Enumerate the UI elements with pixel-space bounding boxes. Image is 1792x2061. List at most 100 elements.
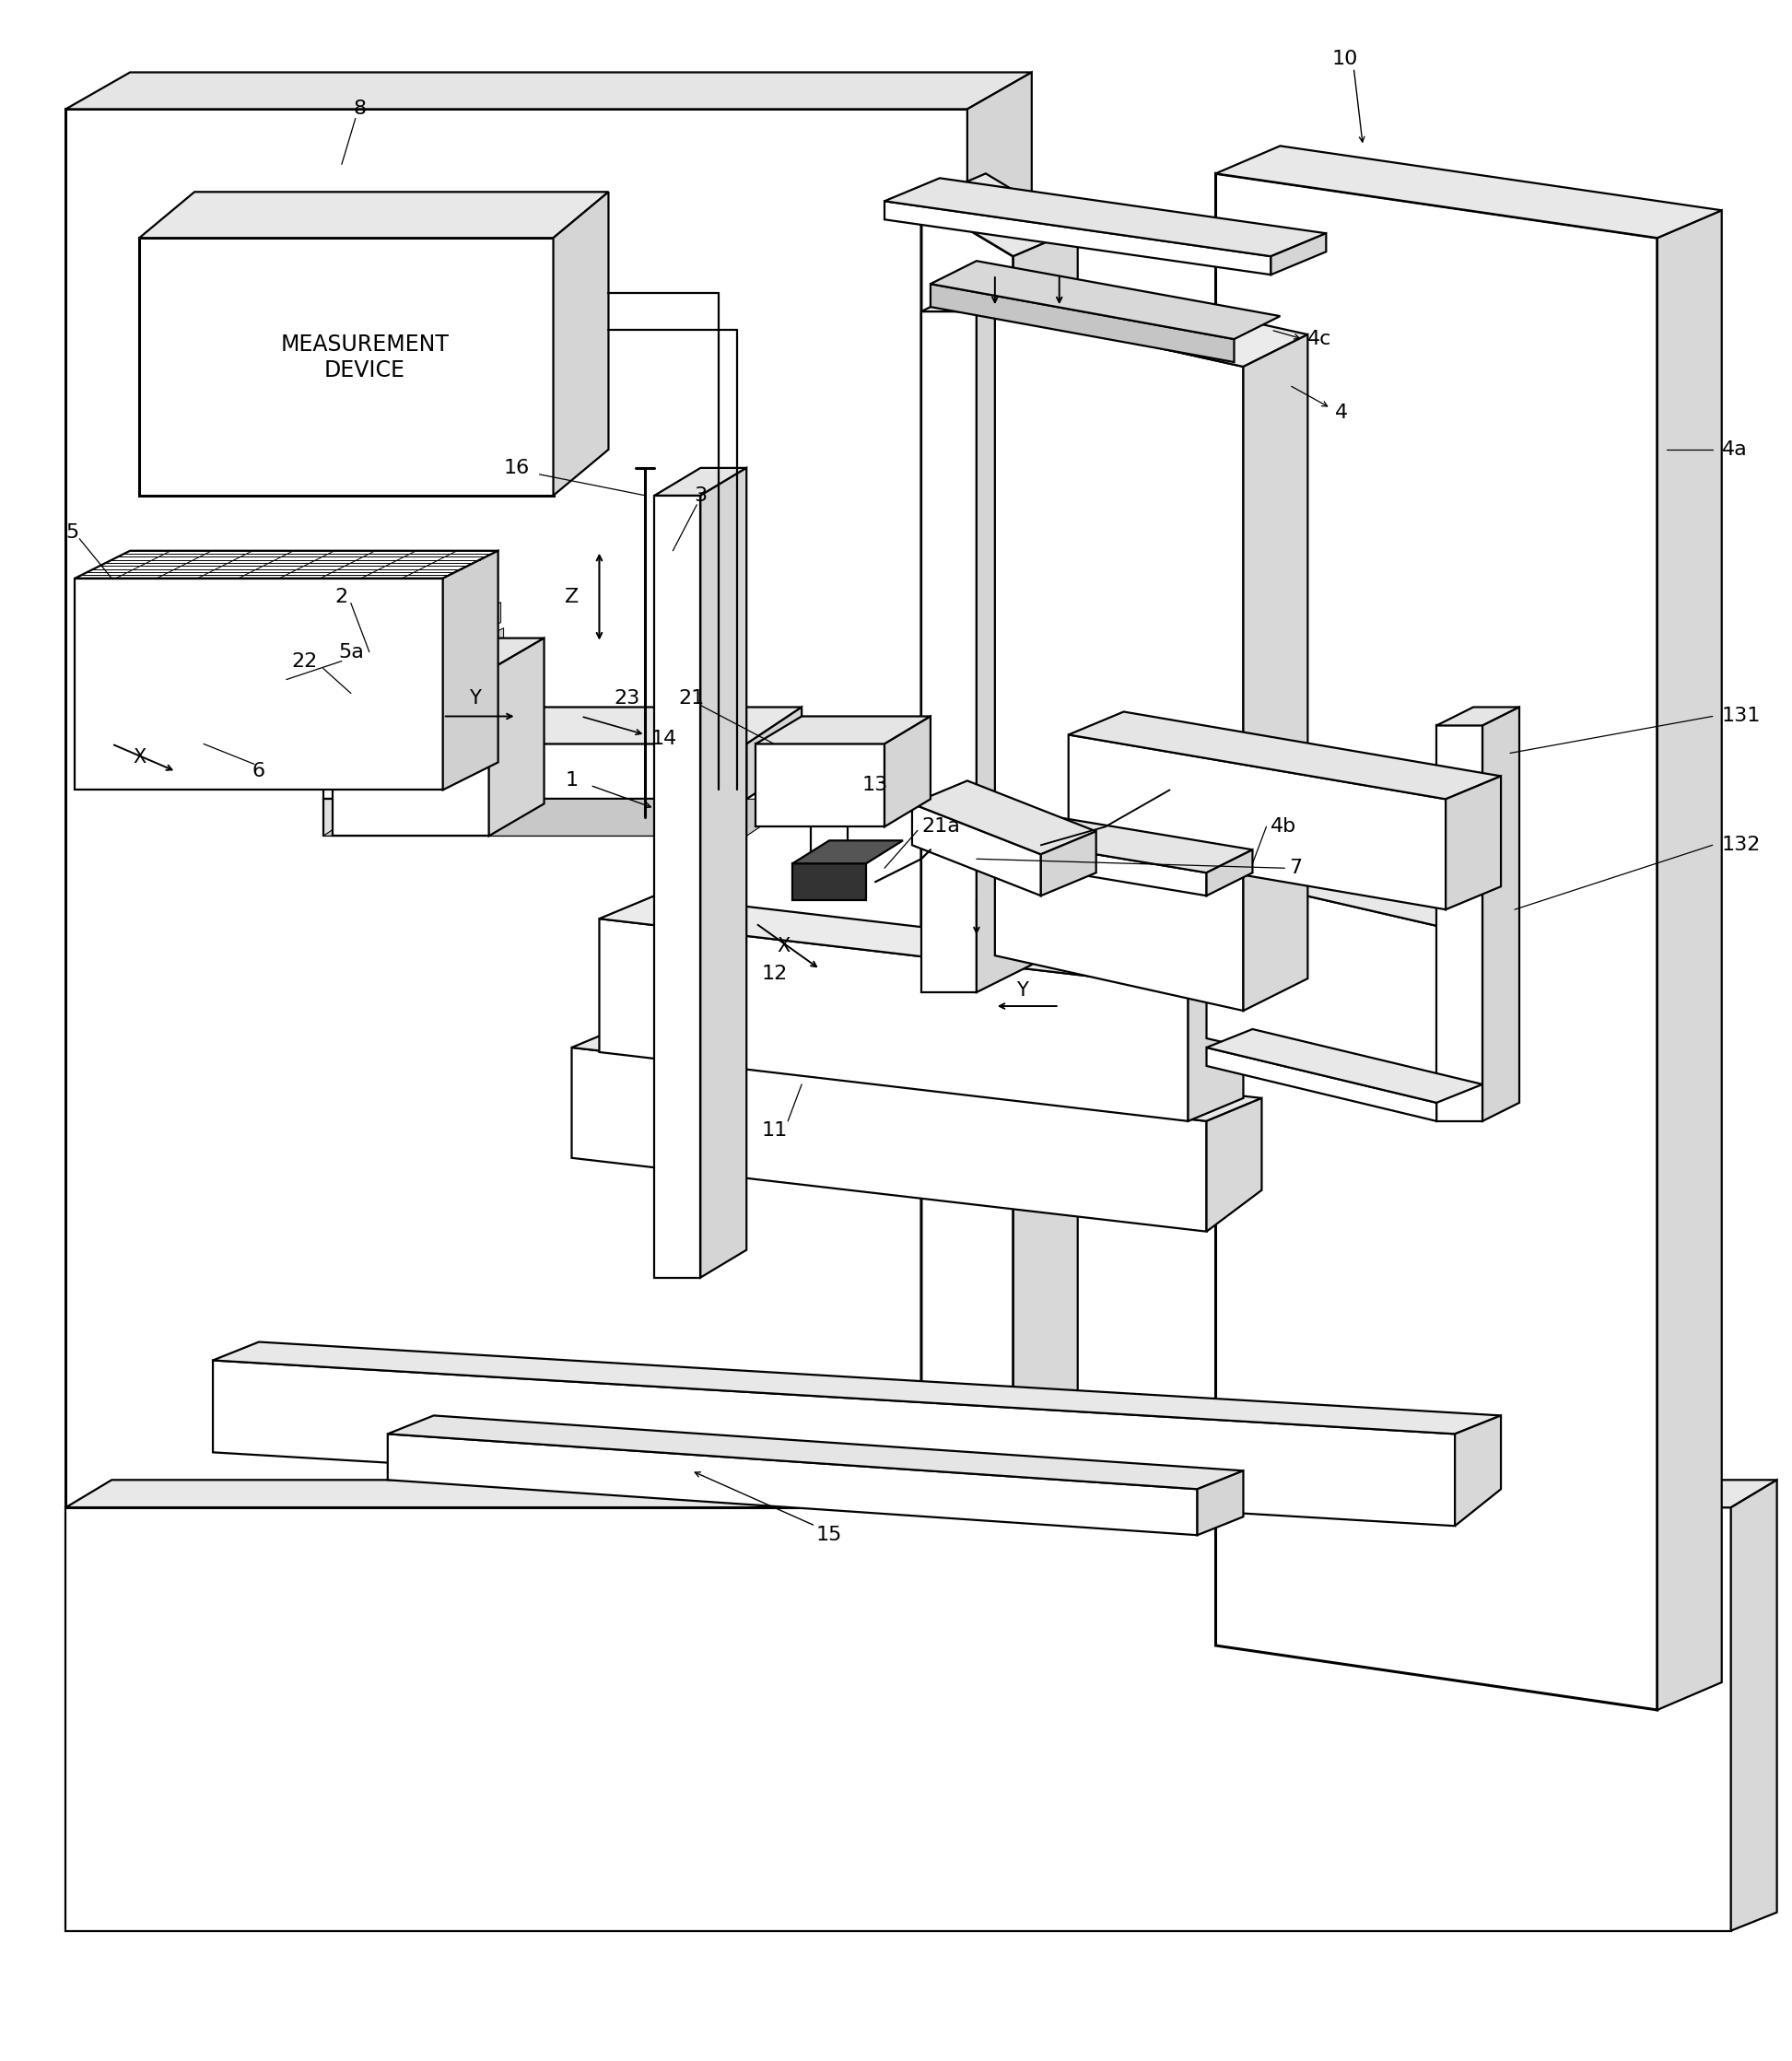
Text: 21a: 21a — [921, 818, 961, 837]
Text: 8: 8 — [353, 99, 367, 117]
Polygon shape — [792, 841, 903, 864]
Polygon shape — [912, 781, 1097, 855]
Polygon shape — [792, 864, 866, 901]
Polygon shape — [599, 919, 1188, 1121]
Polygon shape — [1206, 1047, 1437, 1121]
Polygon shape — [654, 468, 747, 495]
Text: 23: 23 — [615, 688, 640, 707]
Polygon shape — [599, 897, 1244, 987]
Polygon shape — [930, 804, 1253, 872]
Text: Y: Y — [470, 688, 480, 707]
Polygon shape — [213, 1360, 1455, 1525]
Polygon shape — [1188, 965, 1244, 1121]
Polygon shape — [885, 177, 1326, 256]
Text: 131: 131 — [1722, 707, 1762, 725]
Text: 132: 132 — [1722, 837, 1762, 855]
Polygon shape — [995, 280, 1308, 367]
Text: 14: 14 — [650, 730, 677, 748]
Polygon shape — [66, 109, 968, 1507]
Text: 3: 3 — [694, 486, 708, 505]
Text: 4c: 4c — [1308, 330, 1331, 348]
Polygon shape — [489, 639, 545, 837]
Polygon shape — [66, 72, 1032, 109]
Polygon shape — [75, 579, 443, 789]
Polygon shape — [77, 631, 446, 649]
Polygon shape — [213, 1342, 1502, 1434]
Polygon shape — [1206, 1099, 1262, 1232]
Polygon shape — [66, 1480, 1778, 1507]
Polygon shape — [75, 604, 443, 624]
Text: 5a: 5a — [339, 643, 364, 662]
Polygon shape — [323, 707, 801, 744]
Text: 15: 15 — [815, 1525, 842, 1544]
Text: 12: 12 — [762, 965, 787, 983]
Polygon shape — [1068, 711, 1502, 800]
Text: X: X — [133, 748, 145, 767]
Polygon shape — [452, 653, 507, 701]
Text: 16: 16 — [504, 460, 529, 478]
Polygon shape — [387, 1416, 1244, 1490]
Polygon shape — [140, 192, 609, 237]
Polygon shape — [443, 577, 498, 624]
Polygon shape — [1244, 334, 1308, 1010]
Text: 5: 5 — [66, 523, 79, 542]
Polygon shape — [1437, 725, 1482, 1121]
Polygon shape — [930, 826, 1206, 897]
Text: 1: 1 — [564, 771, 579, 789]
Polygon shape — [323, 744, 747, 800]
Polygon shape — [921, 311, 977, 991]
Polygon shape — [930, 262, 1279, 340]
Text: 7: 7 — [1288, 859, 1303, 878]
Polygon shape — [82, 682, 452, 701]
Polygon shape — [1041, 831, 1097, 897]
Polygon shape — [1658, 210, 1722, 1711]
Polygon shape — [1215, 146, 1722, 237]
Polygon shape — [323, 800, 747, 837]
Polygon shape — [572, 1024, 1262, 1121]
Text: 2: 2 — [335, 587, 348, 606]
Polygon shape — [1206, 849, 1253, 897]
Polygon shape — [1206, 1028, 1482, 1103]
Text: 10: 10 — [1331, 49, 1358, 68]
Polygon shape — [446, 602, 500, 649]
Polygon shape — [66, 1507, 1731, 1931]
Polygon shape — [448, 629, 504, 676]
Polygon shape — [756, 744, 885, 826]
Polygon shape — [1455, 1416, 1502, 1525]
Polygon shape — [1482, 707, 1520, 1121]
Text: Z: Z — [564, 587, 579, 606]
Polygon shape — [921, 284, 1032, 311]
Polygon shape — [75, 550, 498, 579]
Text: 13: 13 — [862, 777, 889, 796]
Polygon shape — [572, 1047, 1206, 1232]
Polygon shape — [1731, 1480, 1778, 1931]
Polygon shape — [1437, 707, 1520, 725]
Polygon shape — [930, 284, 1235, 363]
Polygon shape — [1215, 173, 1658, 1711]
Polygon shape — [968, 72, 1032, 1507]
Polygon shape — [756, 717, 930, 744]
Polygon shape — [81, 655, 448, 676]
Polygon shape — [333, 670, 489, 837]
Polygon shape — [140, 237, 554, 495]
Text: 4a: 4a — [1722, 441, 1747, 460]
Polygon shape — [1197, 1472, 1244, 1535]
Polygon shape — [1206, 849, 1502, 927]
Polygon shape — [443, 550, 498, 789]
Text: MEASUREMENT
DEVICE: MEASUREMENT DEVICE — [280, 334, 450, 381]
Polygon shape — [885, 202, 1271, 274]
Polygon shape — [654, 495, 701, 1278]
Text: 11: 11 — [762, 1121, 787, 1140]
Polygon shape — [885, 717, 930, 826]
Text: X: X — [776, 938, 790, 956]
Polygon shape — [921, 202, 1012, 1461]
Polygon shape — [1446, 905, 1502, 1094]
Polygon shape — [323, 800, 801, 837]
Text: 4b: 4b — [1271, 818, 1297, 837]
Polygon shape — [387, 1434, 1197, 1535]
Polygon shape — [701, 468, 747, 1278]
Polygon shape — [747, 707, 801, 800]
Text: 6: 6 — [253, 763, 265, 781]
Polygon shape — [1012, 229, 1077, 1461]
Polygon shape — [333, 639, 545, 670]
